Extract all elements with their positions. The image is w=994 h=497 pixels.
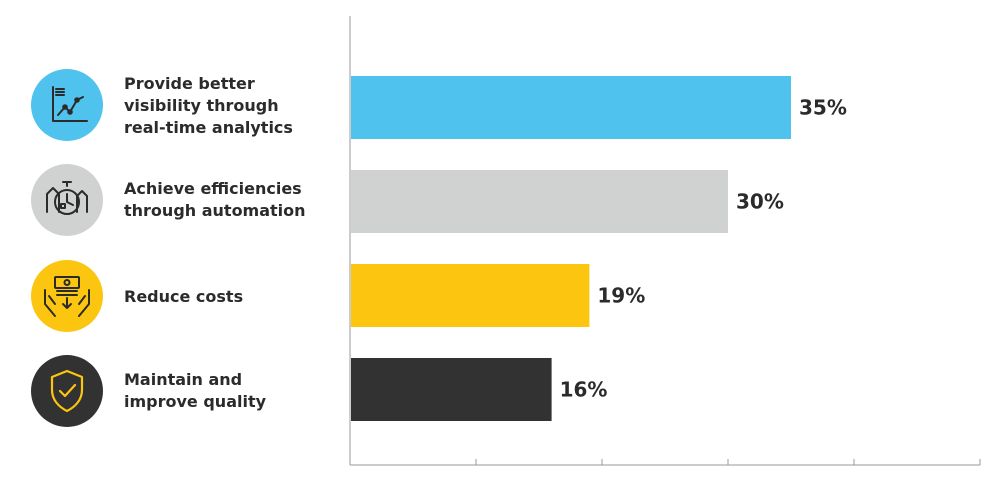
value-label-4: 16% bbox=[560, 378, 608, 402]
bar-2 bbox=[351, 170, 728, 233]
money-hands-icon bbox=[31, 260, 103, 332]
line-chart-icon bbox=[31, 69, 103, 141]
shield-check-icon bbox=[31, 355, 103, 427]
bar-4 bbox=[351, 358, 552, 421]
value-label-3: 19% bbox=[597, 284, 645, 308]
bar-1 bbox=[351, 76, 791, 139]
category-label-reduce-costs: Reduce costs bbox=[124, 287, 244, 306]
clock-gear-icon bbox=[31, 164, 103, 236]
value-label-1: 35% bbox=[799, 96, 847, 120]
category-label-efficiencies: Achieve efficiencies through automation bbox=[124, 179, 306, 220]
category-label-quality: Maintain and improve quality bbox=[124, 370, 267, 411]
category-label-visibility: Provide better visibility through real-t… bbox=[124, 74, 293, 137]
value-label-2: 30% bbox=[736, 190, 784, 214]
bar-3 bbox=[351, 264, 590, 327]
